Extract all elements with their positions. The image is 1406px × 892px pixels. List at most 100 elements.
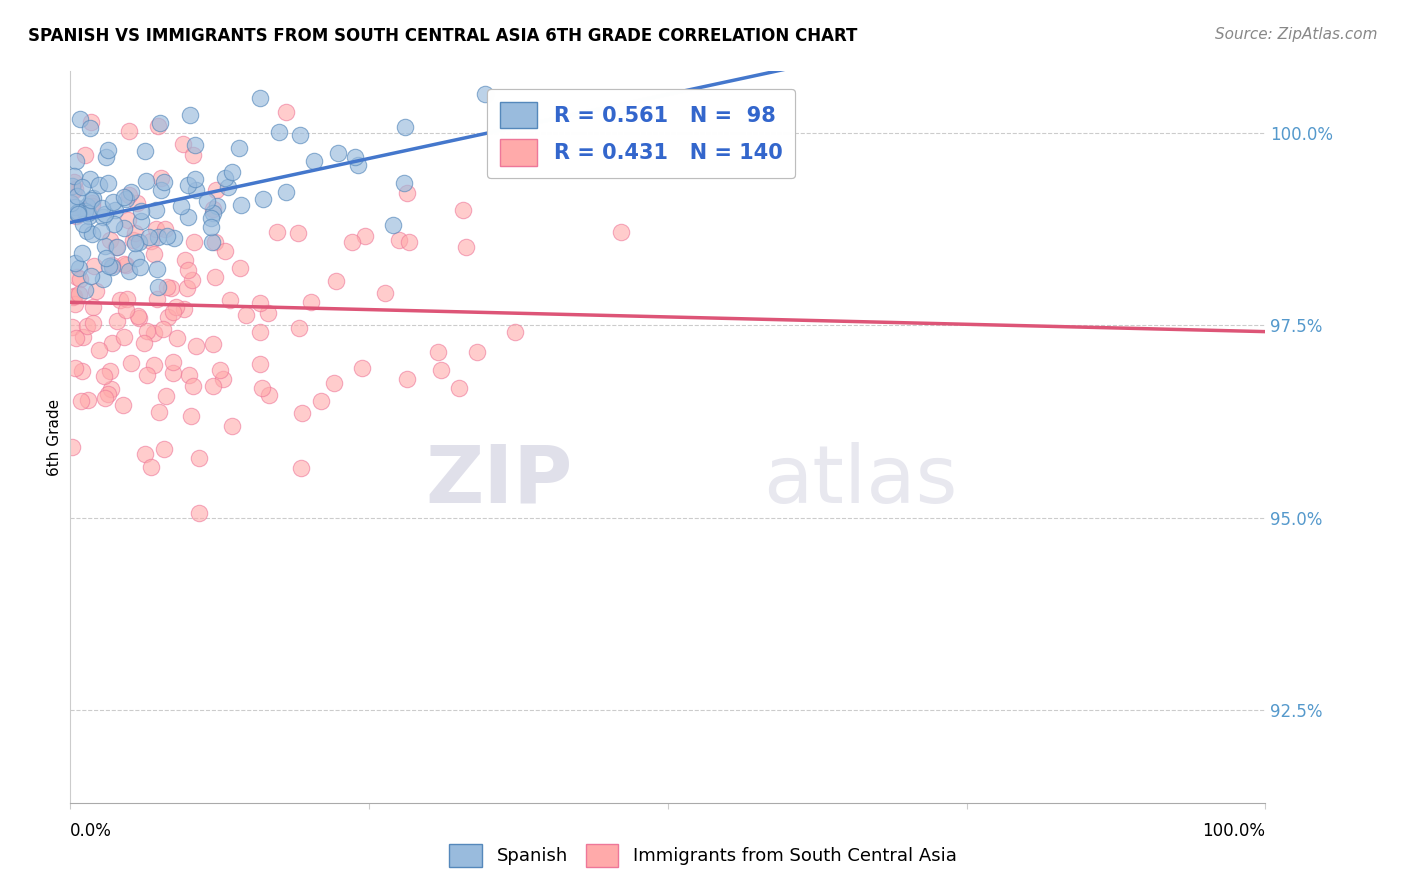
Point	[97, 387, 120, 401]
Point	[214, 171, 236, 186]
Point	[66, 205, 89, 219]
Point	[291, 406, 314, 420]
Point	[65, 361, 87, 376]
Point	[201, 202, 224, 216]
Point	[60, 320, 83, 334]
Point	[73, 203, 96, 218]
Point	[152, 442, 174, 456]
Point	[146, 230, 169, 244]
Point	[97, 259, 120, 273]
Point	[204, 183, 226, 197]
Point	[398, 235, 420, 250]
Point	[59, 196, 82, 211]
Point	[447, 381, 470, 395]
Point	[252, 192, 274, 206]
Point	[134, 447, 156, 461]
Point	[176, 280, 198, 294]
Point	[66, 207, 89, 221]
Text: atlas: atlas	[763, 442, 957, 520]
Point	[117, 188, 139, 202]
Point	[141, 235, 163, 249]
Point	[62, 290, 84, 304]
Point	[104, 203, 127, 218]
Point	[128, 235, 150, 249]
Point	[129, 260, 152, 274]
Point	[340, 235, 363, 250]
Text: 0.0%: 0.0%	[70, 822, 112, 840]
Point	[62, 175, 84, 189]
Point	[62, 184, 84, 198]
Point	[249, 296, 271, 310]
Point	[149, 170, 172, 185]
Point	[169, 199, 191, 213]
Point	[288, 321, 311, 335]
Point	[120, 186, 142, 200]
Point	[173, 301, 195, 316]
Point	[100, 382, 122, 396]
Point	[219, 293, 242, 308]
Point	[70, 245, 93, 260]
Point	[184, 339, 207, 353]
Point	[72, 203, 94, 218]
Point	[70, 394, 93, 409]
Legend: Spanish, Immigrants from South Central Asia: Spanish, Immigrants from South Central A…	[443, 837, 963, 874]
Point	[343, 150, 366, 164]
Point	[200, 211, 222, 226]
Point	[195, 194, 218, 208]
Point	[60, 179, 83, 194]
Point	[90, 201, 112, 215]
Point	[352, 360, 374, 375]
Point	[134, 144, 156, 158]
Point	[201, 206, 224, 220]
Point	[145, 203, 167, 218]
Point	[63, 200, 86, 214]
Point	[65, 154, 87, 169]
Point	[162, 366, 184, 380]
Point	[60, 440, 83, 454]
Point	[142, 247, 165, 261]
Point	[427, 344, 450, 359]
Point	[77, 206, 100, 220]
Point	[131, 214, 153, 228]
Point	[82, 300, 104, 314]
Point	[136, 324, 159, 338]
Point	[155, 389, 177, 403]
Point	[209, 363, 232, 377]
Point	[610, 225, 633, 239]
Point	[101, 258, 124, 272]
Point	[128, 311, 150, 326]
Point	[181, 379, 204, 393]
Point	[79, 114, 101, 128]
Point	[77, 392, 100, 407]
Point	[120, 356, 142, 370]
Point	[108, 293, 131, 307]
Point	[184, 172, 207, 186]
Point	[274, 185, 297, 199]
Point	[141, 460, 163, 475]
Point	[156, 280, 179, 294]
Point	[396, 371, 419, 385]
Point	[82, 191, 104, 205]
Point	[84, 284, 107, 298]
Point	[156, 310, 179, 324]
Point	[153, 222, 176, 236]
Point	[172, 137, 194, 152]
Point	[115, 303, 138, 318]
Point	[101, 260, 124, 274]
Point	[249, 91, 271, 105]
Point	[229, 261, 252, 276]
Point	[132, 336, 155, 351]
Point	[66, 206, 89, 220]
Point	[72, 217, 94, 231]
Point	[267, 125, 290, 139]
Point	[145, 222, 167, 236]
Point	[97, 143, 120, 157]
Point	[325, 274, 347, 288]
Point	[166, 331, 188, 345]
Point	[73, 283, 96, 297]
Point	[204, 270, 226, 285]
Point	[257, 306, 280, 320]
Point	[290, 460, 312, 475]
Point	[115, 292, 138, 306]
Point	[188, 506, 211, 520]
